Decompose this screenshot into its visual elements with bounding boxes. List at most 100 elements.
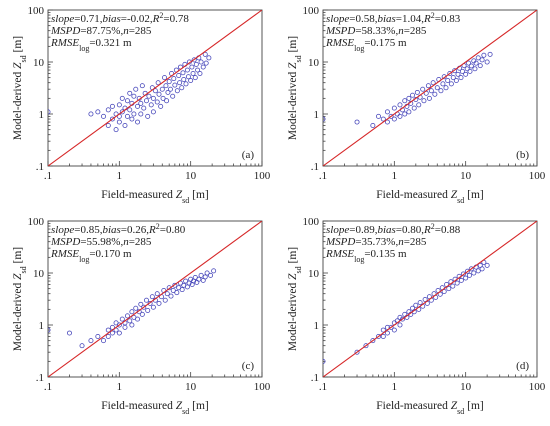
data-point: [66, 330, 72, 336]
data-point: [166, 79, 172, 85]
data-point: [138, 100, 144, 106]
data-point: [487, 51, 493, 57]
data-point: [416, 102, 422, 108]
x-tick-label: 1: [392, 381, 398, 393]
y-tick-label: 1: [314, 109, 320, 121]
axis-ticks: [47, 9, 263, 167]
data-point: [484, 59, 490, 65]
data-point: [192, 75, 198, 81]
one-to-one-line: [48, 10, 262, 166]
data-point: [440, 81, 446, 87]
data-point: [459, 68, 465, 74]
plot-frame: [47, 220, 263, 378]
y-axis-label: Model-derived Zsd [m]: [287, 36, 303, 140]
data-point: [463, 275, 469, 281]
plot-frame: [322, 220, 538, 378]
data-point: [168, 293, 174, 299]
data-point: [124, 313, 130, 319]
data-point: [481, 52, 487, 58]
panel-d: .1.1 1 1 10 10 100 100 slope=0.89,bias=0.80,R2=…: [287, 216, 546, 416]
data-point: [463, 71, 469, 77]
data-point: [138, 111, 144, 117]
data-point: [384, 330, 390, 336]
data-point: [131, 93, 137, 99]
data-point: [206, 55, 212, 61]
stats-line-1: slope=0.71,bias=-0.02,R2=0.78: [51, 11, 189, 26]
data-point: [211, 268, 217, 274]
data-point: [363, 343, 369, 349]
x-tick-label: .1: [44, 381, 52, 393]
y-tick-label: .1: [36, 161, 44, 173]
data-point: [204, 270, 210, 276]
data-point: [479, 57, 485, 63]
x-tick-label: 1: [117, 170, 123, 182]
data-point: [370, 123, 376, 129]
y-tick-label: 100: [28, 216, 45, 228]
data-point: [200, 64, 206, 70]
data-point: [116, 330, 122, 336]
data-point: [477, 63, 483, 69]
x-tick-label: 10: [460, 170, 472, 182]
data-point: [467, 68, 473, 74]
data-point: [172, 82, 178, 88]
data-point: [466, 60, 472, 66]
data-point: [170, 93, 176, 99]
y-tick-label: 10: [308, 268, 320, 280]
data-point: [472, 66, 478, 72]
data-point: [202, 274, 208, 280]
data-point: [441, 289, 447, 295]
scatter-series: [323, 51, 493, 129]
one-to-one-line: [323, 10, 537, 166]
data-point: [406, 109, 412, 115]
stats-line-3: RMSElog=0.170 m: [50, 248, 132, 264]
panel-letter: (d): [516, 360, 529, 372]
data-point: [448, 81, 454, 87]
scatter-series: [48, 268, 217, 349]
data-point: [119, 95, 125, 101]
scatter-series: [48, 51, 212, 133]
data-point: [426, 95, 432, 101]
stats-line-2: MSPD=87.75%,n=285: [50, 25, 152, 37]
data-point: [411, 105, 417, 111]
x-tick-label: 10: [460, 381, 472, 393]
data-point: [131, 111, 137, 117]
data-point: [146, 93, 152, 99]
data-point: [198, 59, 204, 65]
data-point: [149, 294, 155, 300]
y-tick-label: 1: [314, 320, 320, 332]
data-point: [376, 334, 381, 340]
data-point: [162, 75, 167, 81]
data-point: [468, 63, 474, 69]
data-point: [48, 109, 51, 115]
x-tick-label: .1: [319, 170, 327, 182]
data-point: [154, 99, 160, 105]
data-point: [460, 271, 466, 277]
data-point: [443, 85, 449, 91]
data-point: [109, 330, 115, 336]
x-tick-label: 1: [117, 381, 123, 393]
one-to-one-line: [48, 221, 262, 377]
y-axis-label: Model-derived Zsd [m]: [12, 247, 28, 351]
axis-ticks: [322, 9, 538, 167]
axis-ticks: [322, 220, 538, 378]
x-tick-label: 100: [254, 170, 271, 182]
data-point: [133, 86, 139, 92]
y-tick-label: 1: [39, 320, 45, 332]
data-point: [380, 334, 386, 340]
data-point: [160, 95, 166, 101]
data-point: [450, 75, 456, 81]
x-axis-label: Field-measured Zsd [m]: [376, 189, 483, 205]
data-point: [384, 119, 390, 125]
data-point: [388, 113, 394, 119]
data-point: [88, 338, 94, 344]
data-point: [202, 51, 208, 57]
data-point: [150, 109, 156, 115]
data-point: [464, 66, 470, 72]
panel-letter: (b): [516, 149, 529, 161]
x-tick-label: 10: [185, 381, 197, 393]
data-point: [101, 338, 106, 344]
y-tick-label: .1: [311, 161, 319, 173]
data-point: [417, 300, 423, 306]
data-point: [458, 75, 464, 81]
